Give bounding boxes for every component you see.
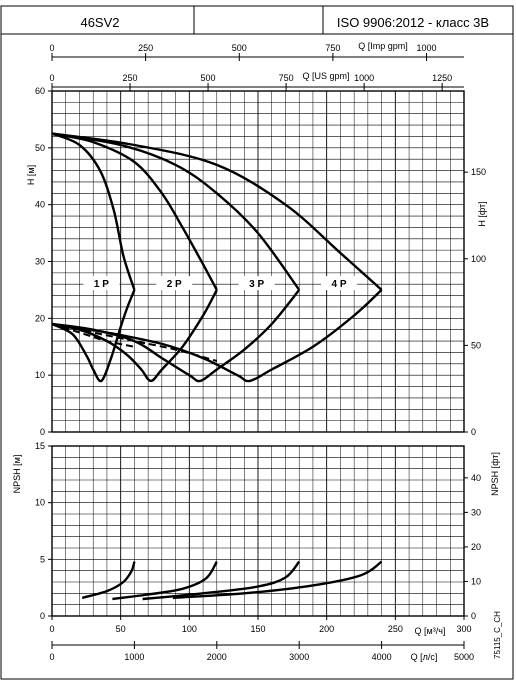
curve-label: 3 P — [249, 279, 264, 290]
curve-label: 1 P — [94, 279, 109, 290]
standard-title: ISO 9906:2012 - класс 3B — [337, 15, 489, 30]
curves — [51, 132, 383, 601]
curve-label-bg — [156, 276, 193, 291]
side-code: 75115_C_CH — [493, 611, 502, 659]
q-imp-gpm-tick-label: 500 — [232, 43, 247, 53]
q-imp-gpm-label: Q [Imp gpm] — [358, 41, 408, 51]
head-m-tick-label: 50 — [35, 143, 45, 153]
curve-label-bg — [83, 276, 120, 291]
npsh-curve — [81, 561, 136, 600]
npsh-ft-tick-label: 10 — [471, 576, 481, 586]
head-m-tick-label: 40 — [35, 200, 45, 210]
q-us-gpm-label: Q [US gpm] — [302, 71, 349, 81]
npsh-ft-tick-label: 0 — [471, 611, 476, 621]
q-ls-tick-label: 3000 — [289, 652, 309, 662]
npsh-m-tick-label: 0 — [40, 611, 45, 621]
curve-label-bg — [321, 276, 358, 291]
head-curve — [51, 132, 218, 291]
head-envelope — [51, 289, 218, 383]
q-imp-gpm-tick-label: 0 — [49, 43, 54, 53]
head-ft-tick-label: 100 — [471, 254, 486, 264]
head-ft-tick-label: 50 — [471, 340, 481, 350]
head-grid-border — [51, 90, 465, 433]
q-ls-label: Q [л/с] — [411, 652, 438, 662]
npsh-m-tick-label: 5 — [40, 554, 45, 564]
npsh-curve — [172, 560, 383, 600]
npsh-curve — [112, 560, 218, 601]
npsh-ft-label: NPSH [фт] — [490, 452, 500, 496]
q-ls-tick-label: 2000 — [207, 652, 227, 662]
npsh-ft-tick-label: 40 — [471, 473, 481, 483]
head-curve — [51, 132, 301, 291]
q-m3h-tick-label: 0 — [49, 624, 54, 634]
q-m3h-tick-label: 100 — [182, 624, 197, 634]
npsh-curve — [142, 560, 301, 601]
curve-label: 4 P — [332, 279, 347, 290]
q-ls-tick-label: 1000 — [124, 652, 144, 662]
head-m-tick-label: 0 — [40, 427, 45, 437]
head-m-tick-label: 30 — [35, 257, 45, 267]
head-envelope — [51, 289, 383, 383]
q-imp-gpm-tick-label: 1000 — [417, 43, 437, 53]
head-m-tick-label: 10 — [35, 370, 45, 380]
q-us-gpm-tick-label: 0 — [49, 73, 54, 83]
head-ft-tick-label: 150 — [471, 167, 486, 177]
q-m3h-tick-label: 250 — [388, 624, 403, 634]
outer-frame — [0, 33, 514, 680]
curve-label-bg — [238, 276, 275, 291]
head-m-label: H [м] — [26, 165, 36, 185]
curve-label: 2 P — [167, 279, 182, 290]
head-curve — [51, 132, 383, 291]
head-envelope — [51, 289, 136, 383]
npsh-ft-tick-label: 20 — [471, 542, 481, 552]
q-imp-gpm-tick-label: 750 — [325, 43, 340, 53]
head-ft-tick-label: 0 — [471, 427, 476, 437]
q-ls-tick-label: 4000 — [372, 652, 392, 662]
q-m3h-tick-label: 200 — [319, 624, 334, 634]
q-m3h-tick-label: 50 — [116, 624, 126, 634]
npsh-grid-border — [51, 445, 465, 617]
q-m3h-tick-label: 300 — [456, 624, 471, 634]
q-ls-tick-label: 0 — [49, 652, 54, 662]
npsh-m-label: NPSH [м] — [12, 455, 22, 494]
head-m-tick-label: 60 — [35, 86, 45, 96]
model-title: 46SV2 — [80, 15, 119, 30]
q-m3h-tick-label: 150 — [250, 624, 265, 634]
npsh-m-tick-label: 15 — [35, 441, 45, 451]
head-m-tick-label: 20 — [35, 313, 45, 323]
grid — [51, 90, 465, 617]
labels: 46SV2 ISO 9906:2012 - класс 3B Q [Imp gp… — [12, 15, 502, 662]
q-imp-gpm-tick-label: 250 — [138, 43, 153, 53]
q-us-gpm-tick-label: 250 — [123, 73, 138, 83]
q-us-gpm-tick-label: 500 — [201, 73, 216, 83]
npsh-m-tick-label: 10 — [35, 498, 45, 508]
q-us-gpm-tick-label: 1000 — [354, 73, 374, 83]
head-curve — [51, 132, 136, 291]
q-us-gpm-tick-label: 750 — [279, 73, 294, 83]
q-us-gpm-tick-label: 1250 — [432, 73, 452, 83]
q-ls-tick-label: 5000 — [454, 652, 474, 662]
q-m3h-label: Q [м³/ч] — [415, 626, 446, 636]
head-ft-label: H [фт] — [477, 201, 487, 226]
npsh-ft-tick-label: 30 — [471, 507, 481, 517]
